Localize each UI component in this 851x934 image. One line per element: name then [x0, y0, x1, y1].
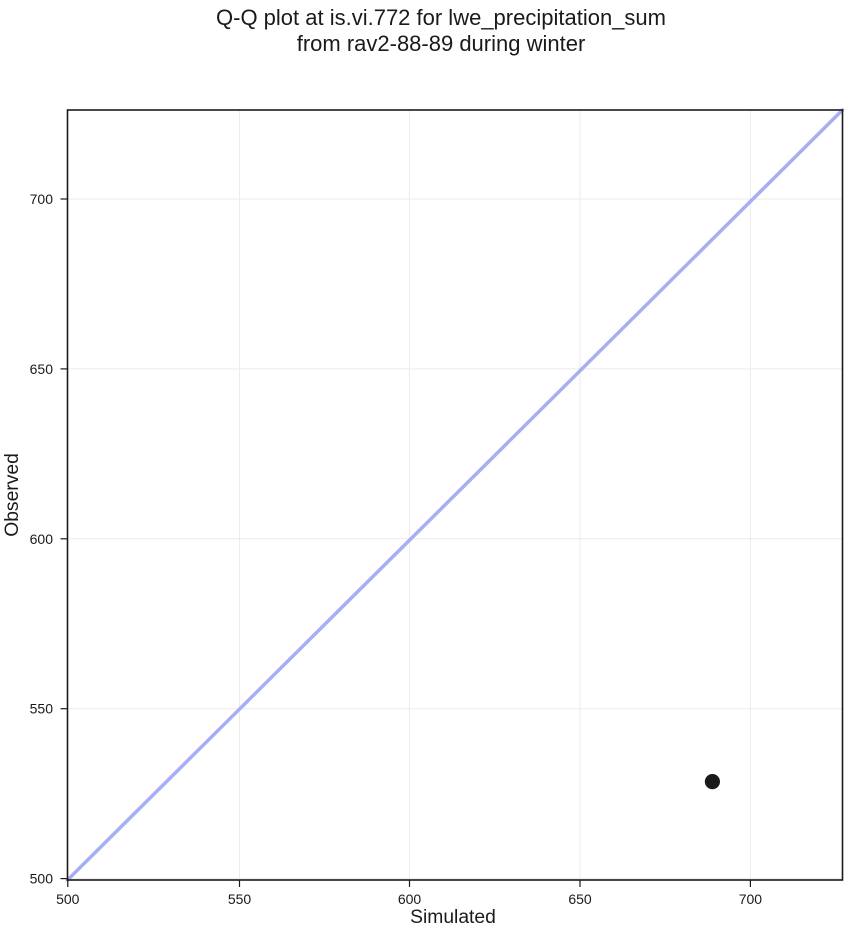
svg-text:550: 550 — [30, 701, 54, 717]
svg-text:650: 650 — [30, 361, 54, 377]
svg-text:550: 550 — [228, 891, 252, 907]
svg-text:500: 500 — [30, 871, 54, 887]
svg-text:650: 650 — [568, 891, 592, 907]
svg-text:Simulated: Simulated — [410, 907, 496, 928]
svg-text:600: 600 — [30, 531, 54, 547]
svg-text:Q-Q plot at is.vi.772 for lwe_: Q-Q plot at is.vi.772 for lwe_precipitat… — [216, 5, 666, 30]
svg-text:600: 600 — [398, 891, 422, 907]
svg-text:from rav2-88-89 during winter: from rav2-88-89 during winter — [297, 31, 586, 56]
svg-text:700: 700 — [30, 191, 54, 207]
svg-text:Observed: Observed — [2, 453, 23, 537]
svg-text:500: 500 — [56, 891, 80, 907]
svg-text:700: 700 — [739, 891, 763, 907]
